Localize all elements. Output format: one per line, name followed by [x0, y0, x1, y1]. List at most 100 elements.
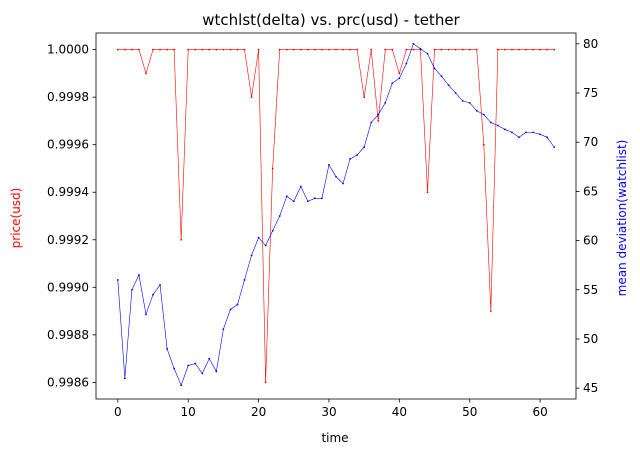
deviation-point: [166, 347, 168, 350]
deviation-point: [335, 175, 337, 178]
deviation-point: [130, 288, 133, 291]
x-tick-label: 10: [181, 405, 196, 419]
deviation-point: [264, 244, 267, 247]
price-point: [194, 48, 197, 51]
deviation-point: [363, 146, 366, 149]
plot-frame: [95, 32, 577, 400]
deviation-point: [215, 370, 218, 373]
price-point: [398, 72, 401, 75]
deviation-point: [532, 131, 534, 134]
price-point: [349, 48, 351, 51]
price-point: [145, 72, 147, 75]
deviation-point: [525, 131, 527, 134]
deviation-point: [285, 195, 288, 198]
price-point: [138, 48, 140, 51]
y-tick-label-right: 60: [583, 234, 598, 248]
deviation-point: [384, 101, 387, 104]
y-tick-label-right: 45: [583, 381, 598, 395]
plot-area: 0 10 20 30 40 50 60 0.9986 0.9988 0.9990 0.9992 0.9…: [47, 32, 598, 419]
deviation-point: [461, 99, 464, 102]
price-point: [384, 48, 387, 51]
price-point: [306, 48, 309, 51]
deviation-point: [504, 128, 506, 131]
deviation-point: [243, 279, 246, 281]
deviation-point: [440, 75, 443, 78]
x-tick-label: 50: [462, 405, 477, 419]
price-point: [511, 48, 513, 51]
price-point: [328, 48, 330, 51]
deviation-point: [356, 154, 359, 156]
price-point: [412, 48, 415, 51]
x-tick-label: 60: [532, 405, 547, 419]
price-point: [426, 191, 429, 194]
deviation-point: [201, 372, 204, 375]
price-point: [116, 48, 119, 51]
deviation-point: [173, 367, 176, 370]
x-tick-label: 0: [114, 405, 122, 419]
price-point: [525, 48, 527, 51]
x-axis-label: time: [321, 431, 348, 445]
price-point: [321, 48, 323, 51]
chart-title: wtchlst(delta) vs. prc(usd) - tether: [202, 11, 460, 29]
deviation-point: [250, 254, 253, 257]
price-point: [342, 48, 344, 51]
price-point: [250, 96, 253, 99]
deviation-point: [152, 293, 154, 296]
deviation-point: [447, 84, 450, 87]
price-point: [454, 48, 457, 51]
deviation-point: [370, 121, 373, 124]
deviation-point: [398, 77, 401, 80]
price-point: [222, 48, 225, 51]
deviation-point: [405, 62, 408, 65]
deviation-point: [328, 163, 330, 166]
y-tick-label-right: 70: [583, 135, 598, 149]
y-tick-label-right: 55: [583, 283, 598, 297]
price-point: [468, 48, 471, 51]
price-point: [496, 48, 499, 51]
deviation-point: [468, 101, 471, 104]
deviation-point: [426, 52, 429, 55]
y-tick-label-left: 1.0000: [47, 43, 89, 57]
price-point: [482, 143, 485, 146]
price-point: [313, 48, 316, 51]
deviation-point: [159, 283, 161, 286]
price-point: [377, 120, 380, 122]
price-point: [532, 48, 534, 51]
deviation-point: [123, 377, 126, 380]
deviation-point: [299, 185, 302, 188]
deviation-point: [229, 308, 232, 311]
price-point: [292, 48, 295, 51]
deviation-point: [236, 303, 239, 306]
price-point: [405, 48, 408, 51]
y-tick-label-left: 0.9988: [47, 328, 89, 342]
deviation-point: [138, 274, 140, 276]
deviation-point: [511, 131, 513, 134]
price-point: [187, 48, 190, 51]
price-point: [518, 48, 520, 51]
deviation-point: [518, 136, 520, 139]
price-point: [335, 48, 337, 51]
deviation-point: [546, 136, 549, 139]
deviation-point: [342, 182, 344, 185]
price-point: [152, 48, 154, 51]
price-point: [546, 48, 549, 51]
deviation-point: [257, 236, 260, 239]
price-point: [504, 48, 506, 51]
deviation-point: [496, 124, 499, 127]
price-point: [489, 310, 492, 312]
y-axis-label-right: mean deviation(watchlist): [615, 140, 629, 297]
deviation-point: [553, 146, 556, 149]
y-tick-label-right: 80: [583, 37, 598, 51]
price-point: [123, 48, 126, 51]
y-tick-label-left: 0.9990: [47, 280, 89, 294]
deviation-point: [475, 109, 478, 112]
price-point: [285, 48, 288, 51]
y-tick-label-left: 0.9986: [47, 375, 89, 389]
price-point: [264, 381, 267, 384]
deviation-point: [454, 92, 457, 94]
price-point: [257, 48, 260, 51]
price-point: [440, 48, 443, 51]
price-point: [130, 48, 133, 51]
price-point: [229, 48, 232, 51]
deviation-point: [208, 357, 211, 360]
